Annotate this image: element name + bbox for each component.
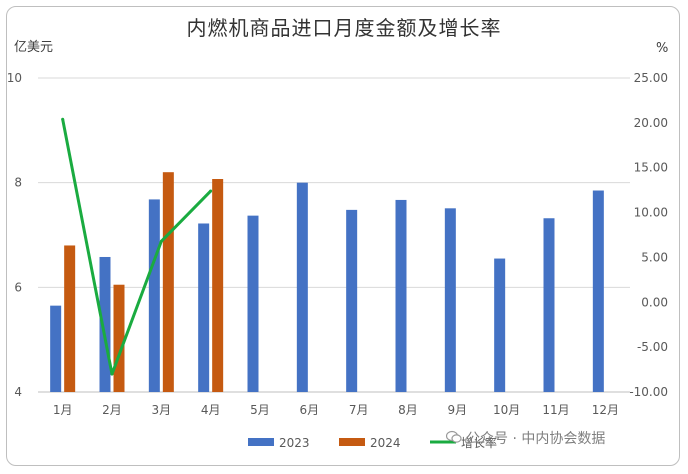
- chart-title: 内燃机商品进口月度金额及增长率: [186, 16, 502, 40]
- y2-tick-label: -5.00: [637, 340, 668, 354]
- bar-2023-10月: [494, 258, 506, 392]
- bar-2024-4月: [212, 179, 224, 392]
- line-series-growth: [61, 118, 212, 376]
- right-axis-unit: %: [656, 41, 669, 56]
- legend-swatch-2024: [339, 438, 365, 446]
- legend-label: 增长率: [461, 435, 497, 450]
- x-tick-label: 12月: [592, 403, 619, 417]
- line-point: [110, 372, 114, 376]
- line-point: [159, 239, 163, 243]
- bar-2023-9月: [444, 208, 456, 392]
- legend-label: 2023: [279, 436, 310, 450]
- wechat-icon: [446, 430, 462, 443]
- y-tick-label: 6: [14, 280, 22, 294]
- bar-2023-1月: [50, 305, 62, 392]
- y2-tick-label: 20.00: [634, 116, 668, 130]
- y2-tick-label: 10.00: [634, 206, 668, 220]
- bar-2024-1月: [64, 245, 76, 392]
- bar-2023-3月: [148, 199, 160, 392]
- x-tick-label: 6月: [300, 403, 320, 417]
- y2-tick-label: 25.00: [634, 71, 668, 85]
- line-point: [209, 189, 213, 193]
- bar-2023-2月: [99, 256, 111, 392]
- x-tick-label: 2月: [102, 403, 122, 417]
- y-tick-label: 4: [14, 385, 22, 399]
- x-tick-label: 7月: [349, 403, 369, 417]
- x-tick-label: 9月: [448, 403, 468, 417]
- y-tick-label: 10: [7, 71, 22, 85]
- x-tick-label: 5月: [250, 403, 270, 417]
- bar-2024-2月: [113, 284, 125, 392]
- y-tick-label: 8: [14, 176, 22, 190]
- x-tick-label: 1月: [53, 403, 73, 417]
- y2-tick-label: -10.00: [629, 385, 668, 399]
- y2-tick-label: 15.00: [634, 161, 668, 175]
- bar-2023-5月: [247, 215, 259, 392]
- bar-2023-11月: [543, 218, 555, 392]
- legend-swatch-2023: [248, 438, 274, 446]
- y2-tick-label: 0.00: [641, 295, 668, 309]
- x-tick-label: 11月: [542, 403, 569, 417]
- left-axis-unit: 亿美元: [14, 40, 54, 55]
- bar-2023-12月: [592, 190, 604, 392]
- y2-tick-label: 5.00: [641, 250, 668, 264]
- bar-2023-8月: [395, 199, 407, 392]
- bar-2024-3月: [162, 172, 174, 392]
- x-tick-label: 4月: [201, 403, 221, 417]
- legend-label: 2024: [370, 436, 401, 450]
- x-tick-label: 3月: [152, 403, 172, 417]
- bar-2023-6月: [296, 182, 308, 392]
- watermark-text: 公众号 · 中内协会数据: [466, 431, 606, 447]
- line-point: [61, 117, 65, 121]
- bar-2023-7月: [346, 209, 358, 392]
- bar-2023-4月: [198, 223, 210, 392]
- x-tick-label: 8月: [398, 403, 418, 417]
- x-tick-label: 10月: [493, 403, 520, 417]
